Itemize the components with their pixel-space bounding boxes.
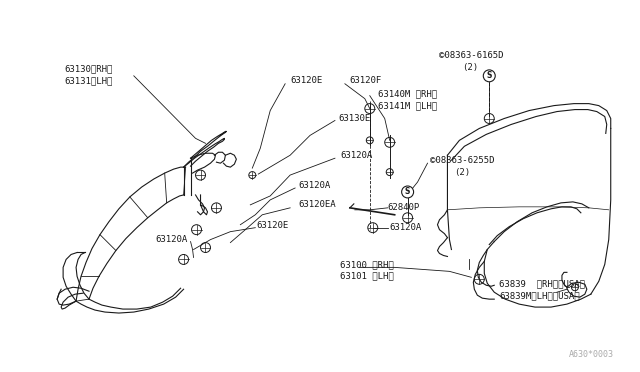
Text: 63130E: 63130E xyxy=(338,114,370,123)
Text: (2): (2) xyxy=(462,63,479,73)
Text: S: S xyxy=(486,71,492,80)
Text: A630*0003: A630*0003 xyxy=(569,350,614,359)
Text: 63100 〈RH〉: 63100 〈RH〉 xyxy=(340,260,394,269)
Circle shape xyxy=(402,186,413,198)
Text: 62840P: 62840P xyxy=(388,203,420,212)
Text: 63839  〈RH〉〈USA〉: 63839 〈RH〉〈USA〉 xyxy=(499,280,585,289)
Text: 63120A: 63120A xyxy=(156,235,188,244)
Text: S: S xyxy=(405,187,410,196)
Text: 63120A: 63120A xyxy=(298,180,330,189)
Text: 63101 〈LH〉: 63101 〈LH〉 xyxy=(340,272,394,281)
Text: 63140M 〈RH〉: 63140M 〈RH〉 xyxy=(378,89,437,98)
Text: (2): (2) xyxy=(454,168,470,177)
Text: 63131〈LH〉: 63131〈LH〉 xyxy=(64,76,113,85)
Text: 63130〈RH〉: 63130〈RH〉 xyxy=(64,64,113,73)
Text: 63120F: 63120F xyxy=(350,76,382,85)
Text: 63120EA: 63120EA xyxy=(298,201,336,209)
Text: 63120E: 63120E xyxy=(290,76,323,85)
Text: 63141M 〈LH〉: 63141M 〈LH〉 xyxy=(378,101,437,110)
Text: 63839M〈LH〉〈USA〉: 63839M〈LH〉〈USA〉 xyxy=(499,292,580,301)
Text: 63120A: 63120A xyxy=(390,223,422,232)
Text: ©08363-6255D: ©08363-6255D xyxy=(429,156,494,165)
Text: 63120A: 63120A xyxy=(340,151,372,160)
Text: ©08363-6165D: ©08363-6165D xyxy=(440,51,504,61)
Text: 63120E: 63120E xyxy=(256,221,289,230)
Circle shape xyxy=(483,70,495,82)
